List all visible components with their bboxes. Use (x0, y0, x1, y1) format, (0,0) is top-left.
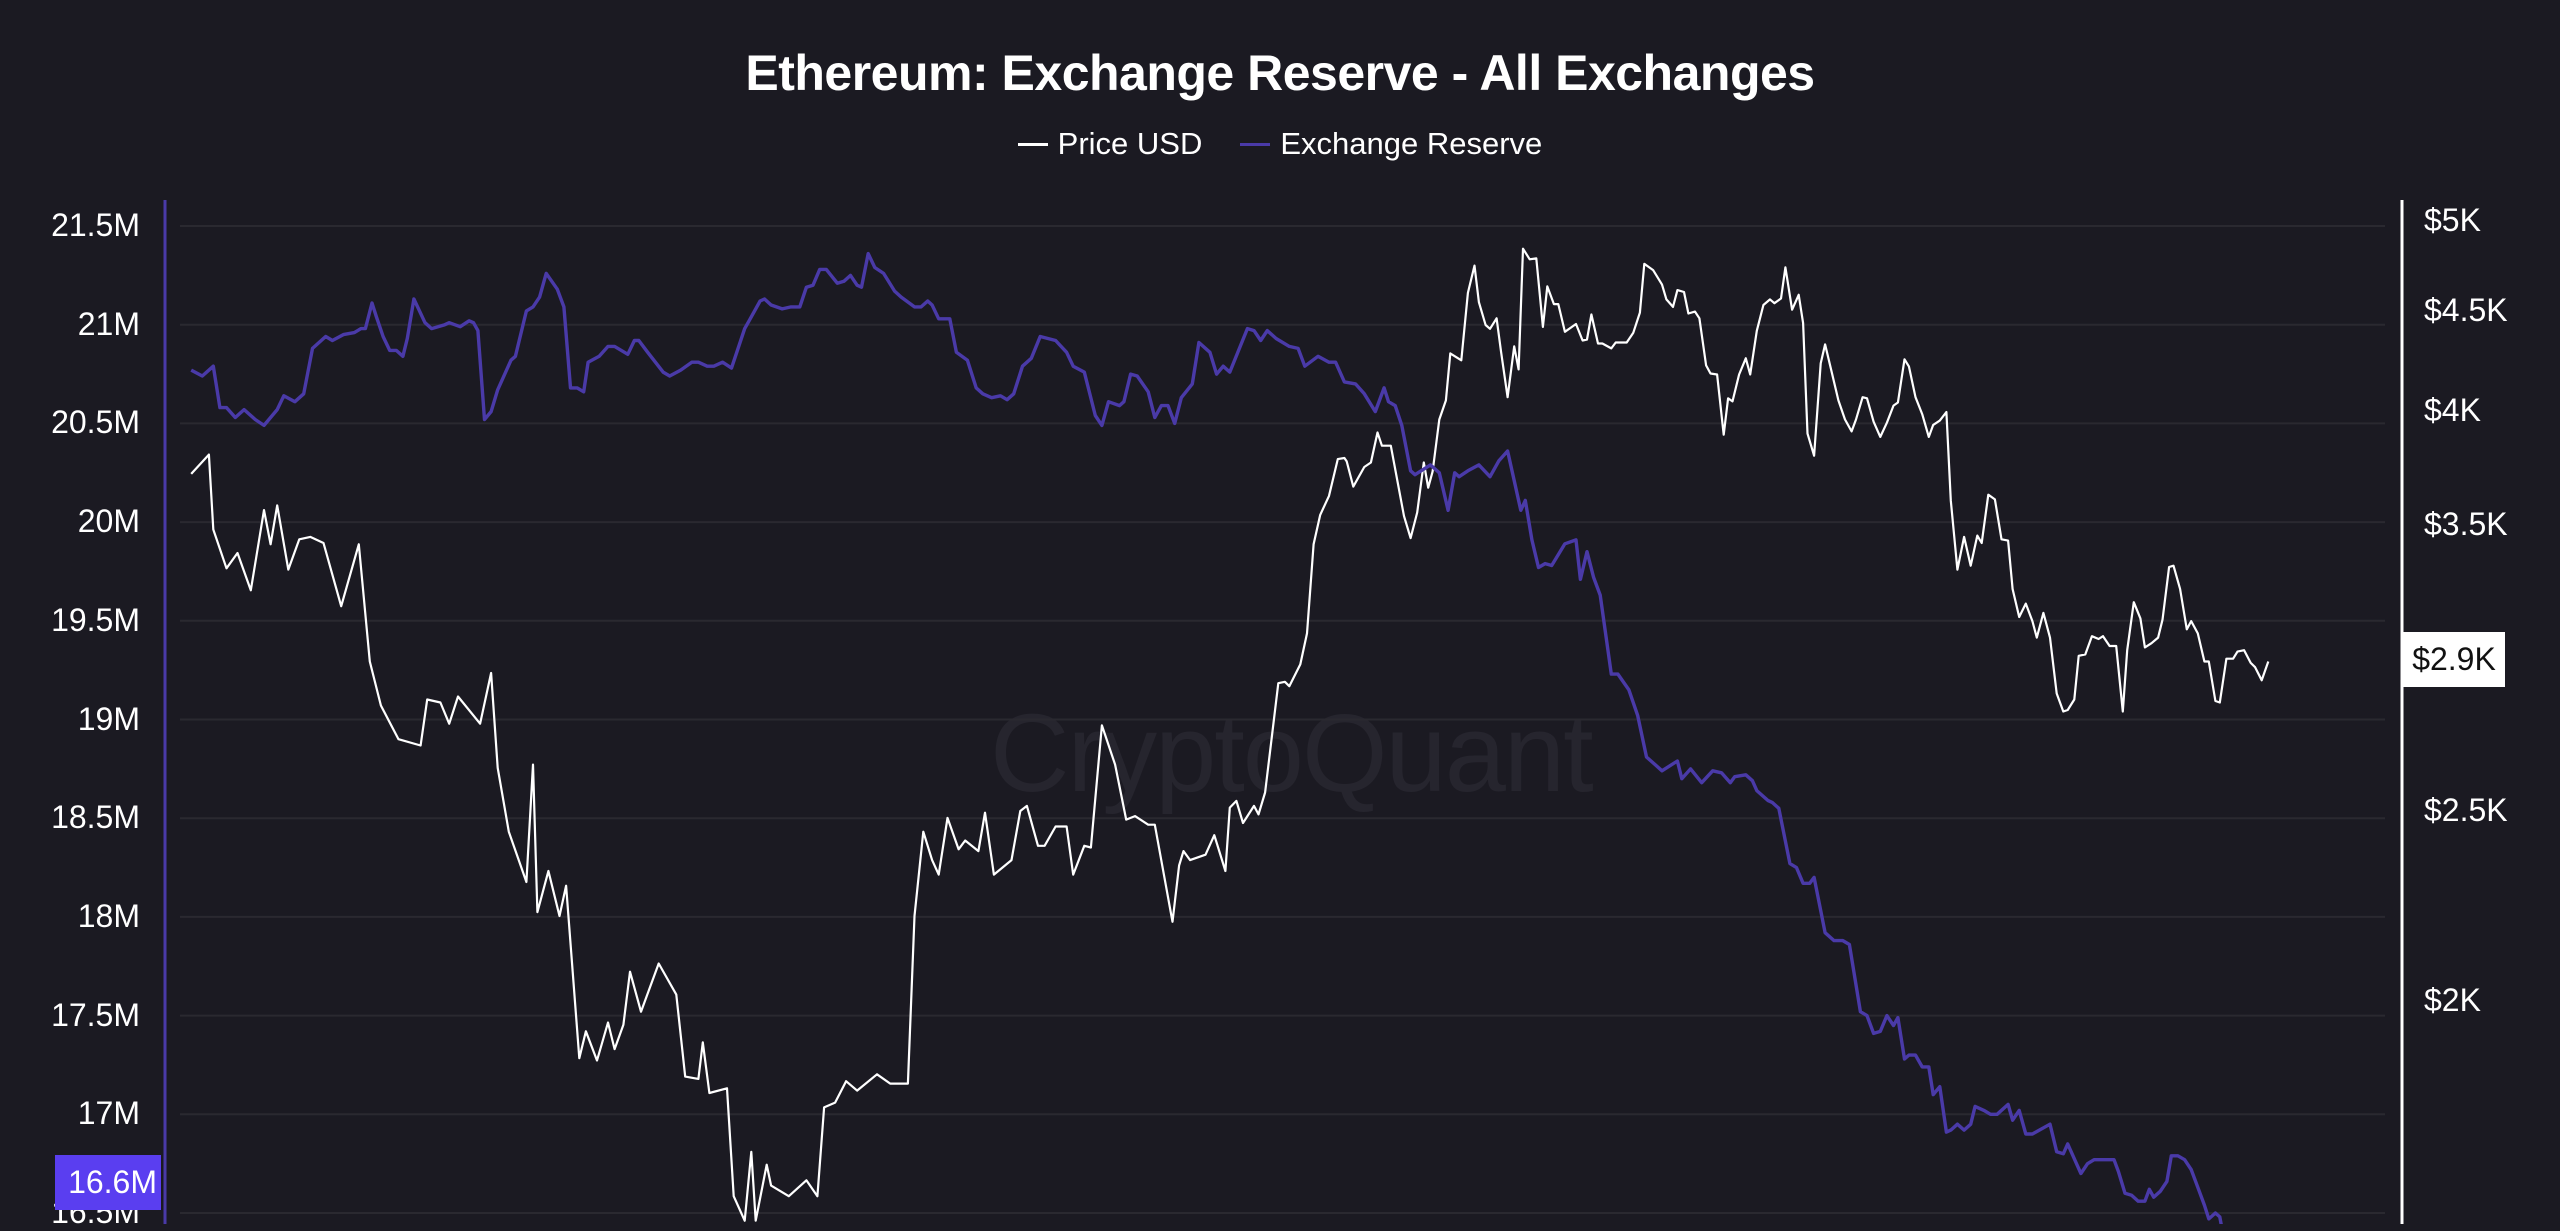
reserve-line-swatch-icon (1240, 142, 1271, 146)
right-axis-tick-label: $3.5K (2424, 505, 2508, 542)
watermark-logo: CryptoQuant (990, 692, 1594, 815)
legend-label-reserve: Exchange Reserve (1280, 126, 1543, 161)
left-axis-tick-label: 20M (77, 503, 140, 540)
left-axis-tick-label: 18M (77, 897, 140, 934)
left-axis-tick-label: 19.5M (51, 601, 140, 638)
right-axis-tick-label: $4K (2424, 391, 2481, 428)
price-line-swatch-icon (1017, 142, 1048, 146)
left-axis-tick-label: 18.5M (51, 799, 140, 836)
legend-item-reserve[interactable]: Exchange Reserve (1240, 126, 1542, 162)
left-axis-tick-label: 20.5M (51, 404, 140, 441)
right-axis-tick-label: $4.5K (2424, 291, 2508, 328)
price-current-value-badge: $2.9K (2403, 632, 2505, 687)
left-axis-tick-label: 21.5M (51, 207, 140, 243)
chart-legend: Price USD Exchange Reserve (0, 126, 2560, 162)
right-axis-tick-label: $5K (2424, 202, 2481, 238)
left-axis-tick-label: 17M (77, 1095, 140, 1132)
price-usd-series[interactable] (190, 247, 2270, 1222)
right-axis-tick-label: $2K (2424, 981, 2481, 1018)
gridlines (180, 225, 2385, 1214)
legend-item-price[interactable]: Price USD (1017, 126, 1203, 162)
right-axis-tick-label: $2.5K (2424, 792, 2508, 829)
legend-label-price: Price USD (1057, 126, 1203, 161)
left-axis-tick-label: 21M (77, 305, 140, 342)
exchange-reserve-series[interactable] (190, 251, 2383, 1224)
left-axis-tick-label: 19M (77, 700, 140, 737)
reserve-current-value-badge: 16.6M (55, 1155, 161, 1210)
chart-title: Ethereum: Exchange Reserve - All Exchang… (745, 45, 1815, 101)
left-axis-tick-label: 17.5M (51, 996, 140, 1033)
